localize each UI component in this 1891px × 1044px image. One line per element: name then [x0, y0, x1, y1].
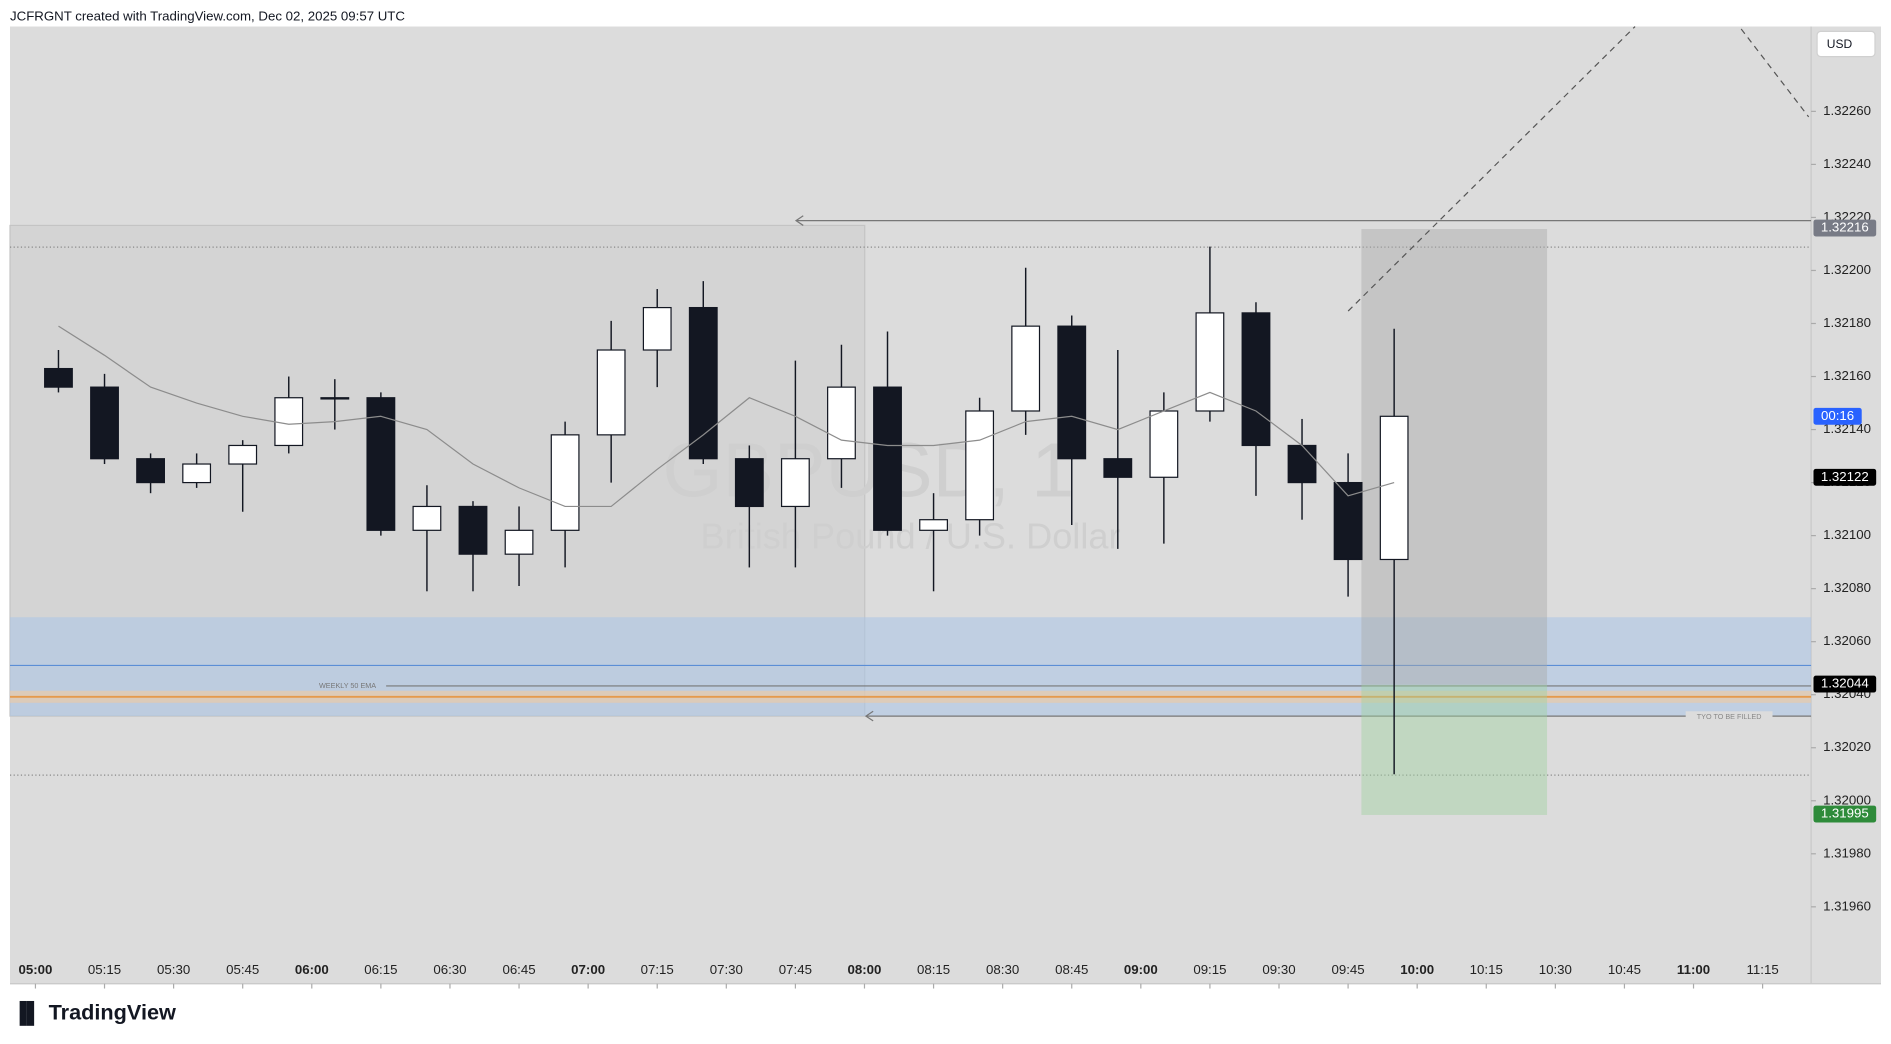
candle-body — [274, 397, 304, 447]
candle-body — [550, 434, 580, 531]
price-tag-box — [1813, 675, 1877, 693]
x-tick-label: 06:30 — [433, 962, 466, 977]
candle-body — [1287, 444, 1317, 484]
x-tick-label: 06:15 — [364, 962, 397, 977]
x-tick-label: 10:45 — [1608, 962, 1641, 977]
candle-body — [919, 519, 948, 531]
candle-body — [965, 410, 995, 521]
zone-label-bg — [1685, 711, 1773, 723]
x-tick-label: 06:00 — [295, 962, 329, 977]
y-tick-label: 1.32240 — [1823, 156, 1871, 171]
candle-body — [44, 367, 73, 388]
y-tick-label: 1.31960 — [1823, 898, 1871, 913]
ema-label: WEEKLY 50 EMA — [319, 681, 376, 690]
x-tick-label: 07:30 — [710, 962, 743, 977]
candle-body — [504, 529, 534, 555]
y-tick-label: 1.32180 — [1823, 315, 1871, 330]
candle-body — [1379, 415, 1409, 561]
candle-body — [228, 444, 258, 465]
y-tick-label: 1.32100 — [1823, 527, 1871, 542]
price-tag-label: 1.32044 — [1821, 676, 1869, 691]
watermark-description: British Pound / U.S. Dollar — [701, 515, 1121, 556]
x-tick-label: 08:00 — [848, 962, 882, 977]
trend-line — [1347, 26, 1636, 312]
brand-icon: ▐▌ — [12, 1000, 41, 1026]
x-tick-label: 09:45 — [1332, 962, 1365, 977]
candle-body — [688, 306, 718, 460]
candle-body — [1333, 481, 1363, 561]
candle-body — [320, 397, 350, 400]
price-tag-label: 1.32122 — [1821, 469, 1869, 484]
x-tick-label: 07:00 — [571, 962, 605, 977]
x-tick-label: 10:00 — [1400, 962, 1434, 977]
y-tick-label: 1.32260 — [1823, 103, 1871, 118]
x-tick-label: 09:00 — [1124, 962, 1158, 977]
y-tick-label: 1.32060 — [1823, 633, 1871, 648]
position-target — [1361, 684, 1548, 815]
currency-label[interactable]: USD — [1827, 37, 1853, 51]
x-tick-label: 11:15 — [1747, 962, 1779, 977]
x-tick-label: 10:30 — [1539, 962, 1572, 977]
countdown-label: 00:16 — [1821, 408, 1854, 423]
candle-body — [1103, 458, 1133, 478]
candle-body — [366, 397, 396, 531]
y-tick-label: 1.32020 — [1823, 739, 1871, 754]
candle-body — [136, 458, 166, 484]
price-tag-label: 1.31995 — [1821, 806, 1869, 821]
target-arrow-head — [794, 215, 804, 226]
y-tick-label: 1.32160 — [1823, 368, 1871, 383]
price-tag-box — [1813, 468, 1877, 486]
x-tick-label: 09:30 — [1262, 962, 1295, 977]
currency-button[interactable] — [1816, 30, 1876, 58]
candle-body — [642, 306, 672, 351]
candle-body — [1011, 325, 1041, 412]
y-tick-label: 1.32080 — [1823, 580, 1871, 595]
candle-body — [873, 386, 902, 531]
candle-body — [182, 463, 212, 484]
x-tick-label: 11:00 — [1677, 962, 1710, 977]
moving-average — [58, 325, 1395, 508]
candle-body — [1195, 312, 1225, 412]
zone-label: TYO TO BE FILLED — [1697, 712, 1762, 721]
y-tick-label: 1.31980 — [1823, 845, 1871, 860]
x-tick-label: 06:45 — [502, 962, 535, 977]
price-tag-box — [1813, 805, 1877, 823]
candle-body — [458, 505, 488, 555]
x-tick-label: 09:15 — [1193, 962, 1226, 977]
candle-body — [734, 458, 764, 508]
candle-body — [596, 349, 626, 436]
candle-body — [412, 505, 442, 531]
fill-arrow-head — [864, 710, 874, 722]
candle-body — [827, 386, 856, 460]
marks: 1.319601.319801.320001.320201.320401.320… — [18, 103, 1877, 989]
price-tag-box — [1813, 219, 1877, 237]
header: JCFRGNT created with TradingView.com, De… — [10, 8, 405, 23]
watermark-symbol: GBPUSD, 1 — [663, 428, 1075, 514]
candle-body — [780, 458, 810, 508]
candle-body — [1149, 410, 1179, 478]
x-tick-label: 05:15 — [88, 962, 121, 977]
countdown-box — [1813, 407, 1862, 425]
trend-line — [1740, 28, 1810, 118]
x-tick-label: 08:15 — [917, 962, 950, 977]
x-tick-label: 05:45 — [226, 962, 259, 977]
x-tick-label: 07:15 — [641, 962, 674, 977]
candle-body — [1241, 312, 1271, 447]
y-tick-label: 1.32200 — [1823, 262, 1871, 277]
x-tick-label: 08:30 — [986, 962, 1019, 977]
x-tick-label: 10:15 — [1470, 962, 1503, 977]
x-tick-label: 05:00 — [18, 962, 52, 977]
x-tick-label: 08:45 — [1055, 962, 1088, 977]
y-tick-label: 1.32000 — [1823, 792, 1871, 807]
y-tick-label: 1.32140 — [1823, 421, 1871, 436]
x-tick-label: 07:45 — [779, 962, 812, 977]
x-tick-label: 05:30 — [157, 962, 190, 977]
candle-body — [1057, 325, 1087, 460]
candle-body — [90, 386, 119, 460]
price-tag-label: 1.32216 — [1821, 220, 1869, 235]
brand: TradingView — [49, 1000, 176, 1025]
